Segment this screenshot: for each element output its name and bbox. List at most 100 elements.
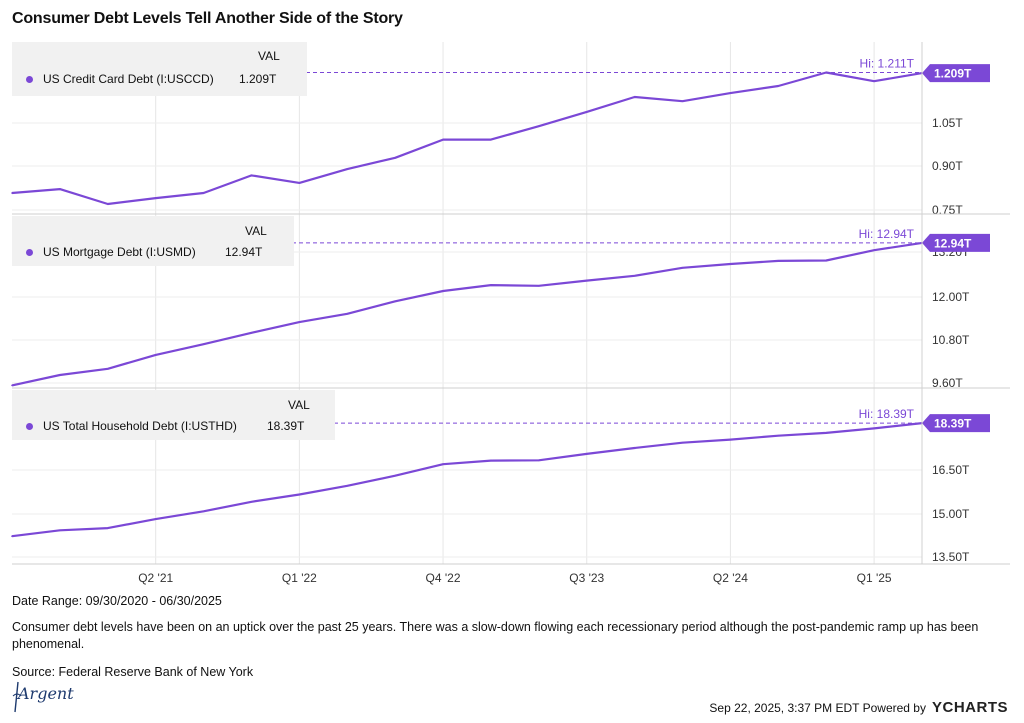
data-point — [538, 459, 540, 462]
x-tick-label: Q1 '25 — [857, 571, 892, 585]
data-point — [202, 343, 205, 346]
legend-label: US Mortgage Debt (I:USMD) — [43, 245, 196, 259]
y-tick-label: 0.90T — [932, 159, 963, 173]
data-point — [633, 96, 636, 98]
legend-box-credit-card — [12, 42, 307, 96]
data-point — [59, 374, 61, 376]
data-point — [394, 300, 396, 303]
data-point — [490, 138, 492, 141]
data-point — [538, 284, 540, 287]
argent-logo: Argent — [18, 684, 74, 703]
current-value-label: 12.94T — [934, 236, 972, 250]
timestamp: Sep 22, 2025, 3:37 PM EDT Powered by — [709, 700, 926, 715]
data-point — [633, 447, 636, 449]
data-point — [11, 535, 13, 537]
timestamp-bar: Sep 22, 2025, 3:37 PM EDT Powered by YCH… — [709, 699, 1008, 716]
data-point — [729, 263, 732, 265]
data-point — [202, 192, 205, 194]
data-point — [106, 527, 109, 529]
x-tick-label: Q4 '22 — [426, 571, 461, 585]
data-point — [681, 441, 684, 444]
data-point — [250, 332, 253, 334]
y-tick-label: 9.60T — [932, 376, 963, 390]
data-point — [873, 427, 875, 430]
y-tick-label: 0.75T — [932, 203, 963, 217]
data-point — [11, 384, 13, 387]
series-dot-icon — [26, 422, 33, 430]
legend-item-credit-card: US Credit Card Debt (I:USCCD) 1.209T — [26, 72, 276, 86]
current-value-tag — [922, 233, 990, 252]
argent-logo-icon — [12, 681, 22, 713]
data-point — [490, 459, 492, 462]
legend-item-household: US Total Household Debt (I:USTHD) 18.39T — [26, 419, 304, 433]
data-point — [490, 284, 492, 286]
data-point — [202, 510, 205, 513]
legend-box-mortgage — [12, 216, 294, 266]
data-point — [825, 432, 828, 434]
data-point — [633, 274, 636, 277]
y-tick-label: 15.00T — [932, 507, 970, 521]
data-point — [59, 188, 61, 190]
data-point — [154, 197, 157, 199]
current-value-tag — [922, 64, 990, 83]
data-point — [873, 80, 875, 82]
data-point — [250, 174, 253, 177]
data-point — [442, 138, 444, 141]
x-tick-label: Q3 '23 — [569, 571, 604, 585]
hi-label: Hi: 18.39T — [859, 407, 915, 421]
data-point — [729, 438, 732, 441]
legend-box-household — [12, 390, 335, 440]
legend-value: 18.39T — [267, 419, 305, 433]
data-point — [106, 203, 109, 205]
val-header-credit-card: VAL — [258, 49, 280, 63]
data-point — [681, 100, 684, 102]
data-point — [681, 267, 684, 269]
val-header-household: VAL — [288, 398, 310, 412]
hi-label: Hi: 1.211T — [860, 57, 915, 71]
data-point — [442, 290, 444, 292]
y-tick-label: 10.80T — [932, 333, 970, 347]
chart-title: Consumer Debt Levels Tell Another Side o… — [12, 10, 403, 27]
val-header-mortgage: VAL — [245, 224, 267, 238]
data-point — [873, 249, 875, 251]
y-tick-label: 12.00T — [932, 290, 970, 304]
data-point — [442, 463, 444, 466]
data-point — [777, 260, 780, 262]
data-point — [777, 434, 780, 437]
data-point — [346, 485, 349, 487]
legend-label: US Total Household Debt (I:USTHD) — [43, 419, 237, 433]
data-point — [11, 192, 13, 194]
y-tick-label: 13.50T — [932, 550, 970, 564]
date-range: Date Range: 09/30/2020 - 06/30/2025 — [12, 594, 222, 608]
data-point — [394, 157, 396, 159]
data-point — [298, 321, 301, 323]
data-point — [59, 529, 61, 532]
data-point — [298, 493, 301, 496]
data-point — [825, 259, 828, 262]
data-point — [154, 518, 157, 520]
data-point — [106, 367, 109, 370]
x-tick-label: Q2 '24 — [713, 571, 748, 585]
series-line — [11, 422, 923, 538]
current-value-label: 18.39T — [934, 417, 972, 431]
data-point — [729, 92, 732, 94]
data-point — [298, 182, 301, 184]
source: Source: Federal Reserve Bank of New York — [12, 665, 254, 679]
data-point — [154, 354, 157, 356]
series-line — [11, 71, 923, 206]
series-dot-icon — [26, 248, 33, 256]
data-point — [250, 500, 253, 503]
series-line — [11, 241, 923, 387]
x-tick-label: Q2 '21 — [138, 571, 173, 585]
data-point — [777, 85, 780, 87]
y-tick-label: 16.50T — [932, 463, 970, 477]
legend-value: 12.94T — [225, 245, 263, 259]
current-value-tag — [922, 414, 990, 433]
description: Consumer debt levels have been on an upt… — [12, 620, 979, 651]
current-value-label: 1.209T — [934, 67, 972, 81]
ycharts-logo: YCHARTS — [931, 699, 1008, 716]
data-point — [585, 279, 588, 282]
series-dot-icon — [26, 75, 33, 83]
data-point — [585, 111, 588, 113]
